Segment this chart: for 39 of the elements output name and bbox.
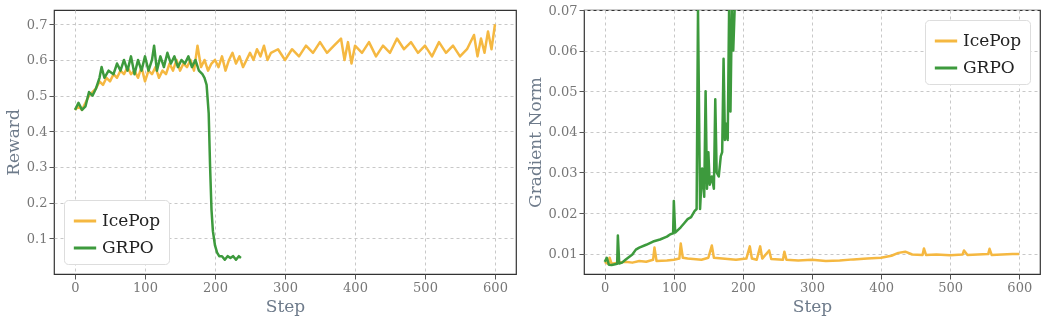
y-tick-label: 0.03 <box>548 164 578 180</box>
x-tick-label: 200 <box>203 279 228 295</box>
x-tick-label: 400 <box>343 279 368 295</box>
y-tick-label: 0.06 <box>548 43 578 59</box>
y-tick-label: 0.7 <box>26 16 48 32</box>
x-tick-label: 600 <box>483 279 508 295</box>
x-tick-label: 100 <box>133 279 158 295</box>
y-tick-label: 0.01 <box>548 246 578 262</box>
x-axis-title: Step <box>265 295 306 316</box>
y-tick-label: 0.07 <box>548 2 578 18</box>
legend-label: GRPO <box>102 237 154 257</box>
x-tick-label: 500 <box>938 279 964 295</box>
x-tick-label: 200 <box>730 279 756 295</box>
legend-label: GRPO <box>963 57 1015 77</box>
line-series <box>73 44 243 261</box>
x-axis-title: Step <box>792 295 833 316</box>
x-tick-label: 100 <box>661 279 687 295</box>
legend-label: IcePop <box>102 210 161 230</box>
y-tick-label: 0.05 <box>548 83 578 99</box>
x-tick-label: 400 <box>869 279 895 295</box>
y-tick-label: 0.04 <box>548 124 578 140</box>
x-tick-label: 0 <box>71 279 80 295</box>
line-series <box>603 242 1021 266</box>
legend-label: IcePop <box>963 30 1022 50</box>
y-tick-label: 0.6 <box>26 52 48 68</box>
y-tick-label: 0.1 <box>26 230 48 246</box>
line-series <box>603 10 736 267</box>
y-tick-label: 0.3 <box>26 159 48 175</box>
y-tick-label: 0.02 <box>548 205 578 221</box>
x-tick-label: 600 <box>1007 279 1033 295</box>
y-tick-label: 0.2 <box>26 195 48 211</box>
y-axis-title: Gradient Norm <box>524 77 545 208</box>
y-tick-label: 0.5 <box>26 88 48 104</box>
x-tick-label: 500 <box>413 279 438 295</box>
x-tick-label: 300 <box>800 279 825 295</box>
x-tick-label: 300 <box>273 279 298 295</box>
y-axis-title: Reward <box>2 109 23 176</box>
y-tick-label: 0.4 <box>26 123 48 139</box>
x-tick-label: 0 <box>601 279 610 295</box>
